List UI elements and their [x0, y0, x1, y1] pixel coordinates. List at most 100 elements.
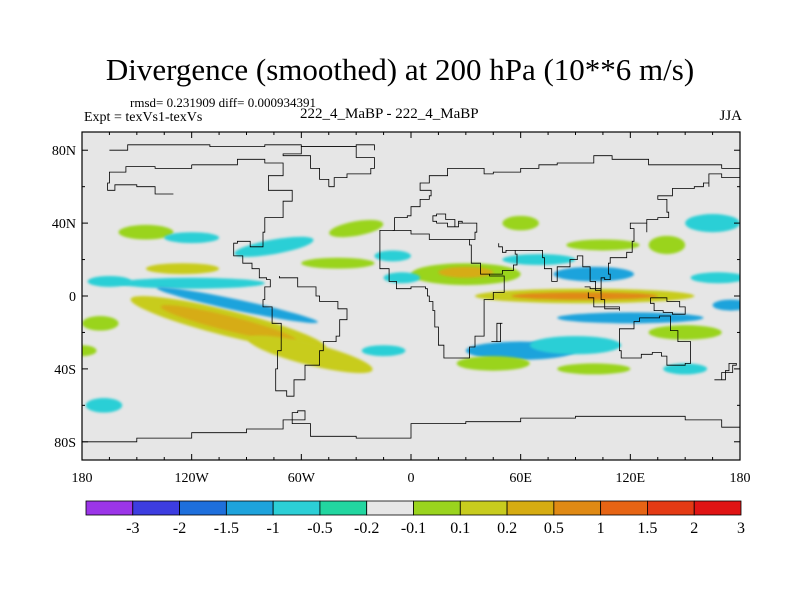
contour-blob: [712, 299, 740, 311]
contour-blob: [502, 215, 539, 231]
contour-blob: [156, 287, 318, 324]
contour-blob: [118, 224, 174, 240]
colorbar-swatch: [366, 500, 414, 516]
contour-blob: [145, 263, 220, 275]
colorbar-swatch: [179, 500, 227, 516]
coastline: [604, 306, 620, 311]
contour-blob: [82, 345, 97, 357]
x-axis: 180 120W 60W 0 60E 120E 180: [72, 132, 751, 486]
contour-blob: [301, 257, 375, 269]
contour-blob: [438, 266, 494, 278]
colorbar-swatch: [272, 500, 321, 516]
colorbar-label: 0.2: [497, 520, 517, 537]
colorbar-label: -3: [126, 520, 139, 537]
x-tick-label: 120W: [175, 471, 210, 486]
chart-title: Divergence (smoothed) at 200 hPa (10**6 …: [105, 52, 695, 87]
colorbar-swatch: [647, 500, 695, 516]
colorbar-swatch: [132, 500, 180, 516]
contour-blob: [685, 214, 740, 233]
x-tick-label: 60W: [288, 471, 316, 486]
coastline: [714, 362, 737, 381]
colorbar-swatch: [459, 500, 508, 516]
coastline: [107, 164, 193, 195]
coastline: [584, 286, 606, 308]
contour-blob: [118, 277, 265, 289]
colorbar-label: -2: [173, 520, 186, 537]
contour-blob: [648, 235, 686, 255]
contour-blob: [529, 336, 622, 355]
colorbar-label: 2: [690, 520, 698, 537]
contour-blob: [663, 363, 708, 375]
contour-blob: [329, 219, 384, 238]
contour-blob: [456, 356, 530, 371]
contour-blob: [164, 232, 220, 244]
colorbar-label: -0.1: [401, 520, 426, 537]
case-label: 222_4_MaBP - 222_4_MaBP: [300, 106, 479, 122]
colorbar: -3 -2 -1.5 -1 -0.5 -0.2 -0.1 0.1 0.2 0.5 1 1.5 2 3: [85, 500, 745, 537]
colorbar-label: -0.2: [354, 520, 379, 537]
colorbar-label: -0.5: [307, 520, 332, 537]
contour-blob: [160, 305, 296, 342]
coastline: [191, 158, 348, 397]
colorbar-swatch: [506, 500, 555, 516]
colorbar-swatch: [225, 500, 274, 516]
contour-blob: [374, 250, 411, 262]
season-label: JJA: [719, 108, 742, 124]
contour-blob: [234, 236, 314, 257]
contour-blob: [502, 254, 576, 266]
contour-blob: [383, 272, 421, 284]
experiment-label: Expt = texVs1-texVs: [84, 110, 203, 125]
contour-blob: [82, 316, 119, 331]
colorbar-label: 1.5: [637, 520, 657, 537]
colorbar-label: 0.5: [544, 520, 564, 537]
y-tick-label: 40S: [54, 363, 76, 378]
contour-blob: [553, 266, 634, 282]
contour-blob: [557, 363, 631, 375]
coastline: [379, 229, 505, 359]
contour-blob: [248, 335, 373, 374]
coastlines: [82, 144, 740, 443]
coastline: [432, 213, 478, 240]
coastline: [282, 146, 375, 188]
x-tick-label: 0: [408, 471, 415, 486]
x-tick-label: 120E: [616, 471, 646, 486]
colorbar-swatch: [553, 500, 602, 516]
y-tick-label: 40N: [52, 217, 76, 232]
contour-blob: [648, 325, 722, 340]
colorbar-label: 1: [597, 520, 605, 537]
y-axis: 80N 40N 0 40S 80S: [52, 144, 740, 451]
contour-blob: [690, 272, 740, 284]
colorbar-swatch: [85, 500, 134, 516]
coastline: [491, 322, 503, 343]
coastline: [515, 173, 740, 295]
colorbar-swatch: [413, 500, 461, 516]
coastline: [650, 297, 686, 315]
x-tick-label: 180: [72, 471, 93, 486]
contour-blob: [566, 239, 640, 251]
coastline: [82, 410, 740, 443]
y-tick-label: 80N: [52, 144, 76, 159]
y-tick-label: 80S: [54, 436, 76, 451]
divergence-contours: [82, 214, 740, 413]
colorbar-label: -1: [266, 520, 279, 537]
coastline: [109, 144, 375, 151]
x-tick-label: 60E: [509, 471, 532, 486]
colorbar-swatch: [319, 500, 368, 516]
colorbar-label: 3: [737, 520, 745, 537]
contour-blob: [511, 292, 658, 300]
colorbar-label: -1.5: [214, 520, 239, 537]
coastline: [392, 155, 740, 231]
coastline: [489, 243, 518, 275]
coastline: [619, 315, 691, 366]
colorbar-label: 0.1: [450, 520, 470, 537]
x-tick-label: 180: [730, 471, 751, 486]
contour-blob: [87, 275, 132, 287]
colorbar-swatch: [693, 500, 742, 516]
contour-blob: [85, 398, 123, 413]
stats-label: rmsd= 0.231909 diff= 0.000934391: [130, 95, 316, 110]
contour-blob: [361, 345, 406, 357]
contour-blob: [557, 312, 704, 324]
colorbar-swatch: [600, 500, 648, 516]
y-tick-label: 0: [69, 290, 76, 305]
